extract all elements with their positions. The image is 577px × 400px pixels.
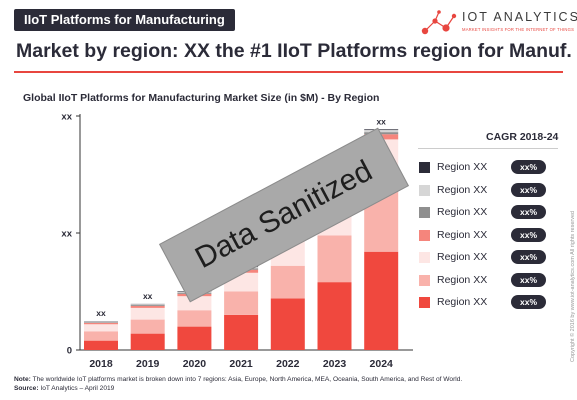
- cagr-badge: xx%: [511, 160, 546, 174]
- footer-source: Source: IoT Analytics – April 2019: [14, 385, 114, 392]
- source-label: Source:: [14, 385, 39, 392]
- headline-divider: [14, 71, 563, 73]
- cagr-badge: xx%: [511, 250, 546, 264]
- legend-item: Region XX xx%: [419, 160, 559, 183]
- x-tick-label: 2019: [136, 358, 160, 370]
- legend-label: Region XX: [437, 206, 488, 218]
- legend-swatch: [419, 184, 430, 196]
- legend-cagr-title: CAGR 2018-24: [486, 131, 559, 143]
- bar-segment: [177, 310, 212, 327]
- legend-item: Region XX xx%: [419, 227, 559, 251]
- iot-analytics-logo: IOT ANALYTICS MARKET INSIGHTS FOR THE IN…: [419, 9, 577, 39]
- x-tick-label: 2018: [89, 358, 113, 370]
- legend-item: Region XX xx%: [419, 182, 559, 206]
- page-headline: Market by region: XX the #1 IIoT Platfor…: [16, 40, 572, 62]
- bar-segment: [270, 298, 305, 350]
- bar-segment: [364, 251, 399, 350]
- x-tick-label: 2021: [229, 358, 253, 370]
- bar-segment: [130, 306, 165, 308]
- legend-item: Region XX xx%: [419, 295, 559, 318]
- chart-title: Global IIoT Platforms for Manufacturing …: [23, 92, 380, 104]
- cagr-badge: xx%: [511, 182, 546, 197]
- bar-segment: [84, 321, 118, 323]
- bar-segment: [224, 314, 259, 350]
- source-text: IoT Analytics – April 2019: [40, 385, 115, 392]
- y-tick-label: 0: [67, 346, 72, 357]
- bar-segment: [130, 304, 165, 306]
- bar-segment: [84, 340, 118, 350]
- bar-segment: [130, 307, 165, 320]
- legend-label: Region XX: [437, 251, 488, 263]
- legend-swatch: [419, 162, 430, 173]
- bar-segment: [317, 282, 352, 350]
- bar-total-label: xx: [143, 291, 153, 301]
- legend-swatch: [419, 274, 430, 286]
- y-tick-label: xx: [61, 112, 72, 123]
- report-tag: IIoT Platforms for Manufacturing: [14, 9, 235, 31]
- bar-segment: [224, 291, 259, 315]
- legend-label: Region XX: [437, 183, 488, 196]
- bar-segment: [177, 296, 212, 311]
- legend-item: Region XX xx%: [419, 250, 559, 273]
- note-label: Note:: [14, 376, 31, 383]
- bar-segment: [317, 235, 352, 283]
- legend-divider: [418, 148, 558, 149]
- legend: Region XX xx% Region XX xx% Region XX xx…: [419, 160, 559, 318]
- bar-segment: [364, 129, 399, 131]
- footer-note: Note: The worldwide IoT platforms market…: [14, 376, 462, 383]
- x-tick-label: 2022: [276, 358, 300, 370]
- bar-total-label: xx: [376, 116, 386, 126]
- cagr-badge: xx%: [511, 227, 546, 242]
- x-tick-label: 2023: [323, 358, 347, 370]
- bar-segment: [130, 305, 165, 307]
- x-tick-label: 2024: [370, 358, 394, 370]
- legend-label: Region XX: [437, 161, 488, 173]
- bar-segment: [130, 333, 165, 350]
- bar-segment: [84, 322, 118, 325]
- x-tick-label: 2020: [183, 358, 207, 370]
- legend-item: Region XX xx%: [419, 205, 559, 228]
- legend-swatch: [419, 207, 430, 218]
- legend-label: Region XX: [437, 296, 488, 308]
- logo-tagline: MARKET INSIGHTS FOR THE INTERNET OF THIN…: [462, 27, 575, 32]
- bar-segment: [364, 130, 399, 133]
- legend-swatch: [419, 229, 430, 241]
- legend-swatch: [419, 252, 430, 263]
- bar-segment: [84, 322, 118, 323]
- cagr-badge: xx%: [511, 205, 546, 219]
- cagr-badge: xx%: [511, 295, 546, 309]
- legend-label: Region XX: [437, 273, 488, 286]
- copyright-text: Copyright © 2016 by www.iot-analytics.co…: [570, 210, 576, 362]
- bar-segment: [130, 319, 165, 334]
- logo-name: IOT ANALYTICS: [462, 10, 577, 24]
- cagr-badge: xx%: [511, 272, 546, 287]
- bar-segment: [84, 324, 118, 332]
- bar-segment: [177, 326, 212, 350]
- bar-total-label: xx: [96, 308, 106, 318]
- legend-item: Region XX xx%: [419, 272, 559, 296]
- bar-segment: [84, 331, 118, 341]
- y-tick-label: xx: [61, 229, 72, 240]
- network-nodes-icon: [421, 10, 457, 35]
- legend-label: Region XX: [437, 228, 488, 241]
- note-text: The worldwide IoT platforms market is br…: [32, 376, 463, 383]
- bar-segment: [270, 265, 305, 299]
- legend-swatch: [419, 297, 430, 308]
